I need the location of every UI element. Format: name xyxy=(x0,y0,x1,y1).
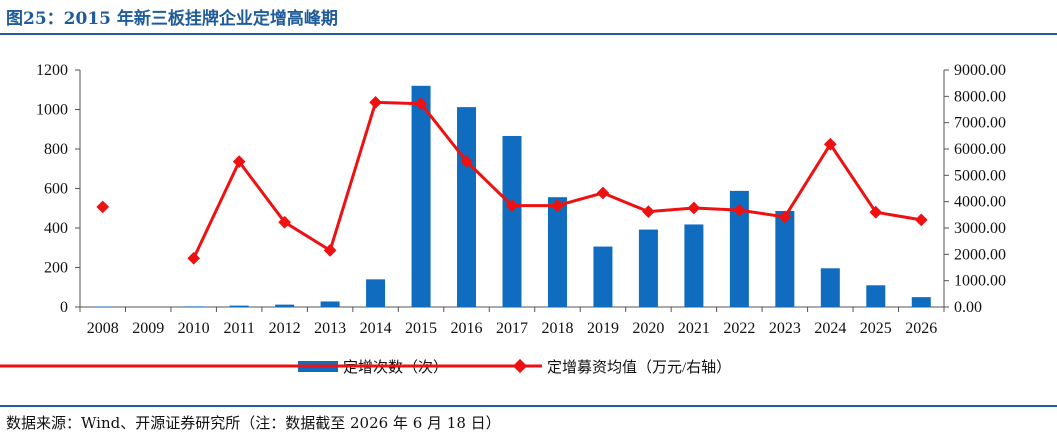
left-tick-label: 0 xyxy=(60,299,68,316)
source-note: 数据来源：Wind、开源证券研究所（注：数据截至 2026 年 6 月 18 日… xyxy=(6,414,501,432)
bottom-divider xyxy=(0,405,1057,407)
bar xyxy=(229,305,249,307)
x-tick-label: 2022 xyxy=(723,320,755,337)
right-tick-label: 0.00 xyxy=(954,299,982,316)
left-tick-label: 200 xyxy=(44,260,68,277)
bar xyxy=(547,197,567,307)
line-point xyxy=(369,96,382,109)
combo-chart: 0 200 400 600 800 1000 1200 0.00 1000.00 2000.00 3… xyxy=(0,62,1006,376)
left-tick-label: 600 xyxy=(44,181,68,198)
right-tick-label: 5000.00 xyxy=(954,167,1006,184)
right-tick-label: 7000.00 xyxy=(954,115,1006,132)
x-tick-label: 2016 xyxy=(451,320,483,337)
axes: 0 200 400 600 800 1000 1200 0.00 1000.00 2000.00 3… xyxy=(36,62,1006,337)
bar xyxy=(775,211,795,307)
line-point xyxy=(687,201,701,215)
left-tick-label: 1000 xyxy=(36,102,68,119)
x-tick-label: 2017 xyxy=(496,320,528,337)
legend: 定增次数（次） 定增募资均值（万元/右轴） xyxy=(0,358,731,376)
right-tick-label: 4000.00 xyxy=(954,194,1006,211)
bar xyxy=(684,224,704,307)
line-point xyxy=(232,155,246,169)
right-tick-label: 9000.00 xyxy=(954,62,1006,79)
bar xyxy=(911,297,931,307)
left-tick-label: 400 xyxy=(44,220,68,237)
line-point xyxy=(460,155,473,168)
bar xyxy=(366,279,386,307)
top-divider xyxy=(0,33,1057,35)
x-tick-label: 2021 xyxy=(678,320,710,337)
legend-line-label: 定增募资均值（万元/右轴） xyxy=(547,359,731,376)
left-tick-label: 1200 xyxy=(36,62,68,79)
x-tick-label: 2012 xyxy=(269,320,301,337)
legend-line-marker xyxy=(512,358,528,374)
x-tick-label: 2026 xyxy=(905,320,937,337)
bar xyxy=(729,190,749,307)
bar xyxy=(457,107,477,307)
x-tick-label: 2023 xyxy=(769,320,801,337)
bar xyxy=(275,304,295,307)
chart-title: 图25：2015 年新三板挂牌企业定增高峰期 xyxy=(6,9,338,29)
line-point xyxy=(414,97,428,111)
line-point xyxy=(323,244,337,257)
x-tick-label: 2008 xyxy=(87,320,119,337)
right-tick-label: 6000.00 xyxy=(954,141,1006,158)
bar xyxy=(184,306,204,307)
bar xyxy=(820,268,840,307)
x-tick-label: 2019 xyxy=(587,320,619,337)
x-tick-label: 2010 xyxy=(178,320,210,337)
right-tick-label: 3000.00 xyxy=(954,220,1006,237)
x-tick-label: 2018 xyxy=(541,320,573,337)
bar xyxy=(638,229,658,307)
bar xyxy=(866,285,886,307)
bar xyxy=(593,246,613,307)
x-tick-label: 2009 xyxy=(132,320,164,337)
x-tick-label: 2024 xyxy=(814,320,846,337)
line-point xyxy=(596,186,610,200)
left-tick-label: 800 xyxy=(44,141,68,158)
line-point xyxy=(642,205,655,219)
right-tick-label: 8000.00 xyxy=(954,88,1006,105)
x-tick-label: 2013 xyxy=(314,320,346,337)
x-tick-label: 2020 xyxy=(632,320,664,337)
line-point xyxy=(278,215,291,229)
bar-series xyxy=(93,85,931,307)
right-tick-label: 2000.00 xyxy=(954,246,1006,263)
right-tick-label: 1000.00 xyxy=(954,273,1006,290)
line-point xyxy=(96,200,110,214)
line-point xyxy=(914,213,928,227)
x-tick-label: 2014 xyxy=(360,320,392,337)
bar xyxy=(502,135,522,307)
line-point xyxy=(187,251,201,265)
bar xyxy=(411,85,431,307)
bar xyxy=(320,301,340,307)
x-tick-label: 2015 xyxy=(405,320,437,337)
x-tick-label: 2025 xyxy=(860,320,892,337)
x-tick-label: 2011 xyxy=(223,320,254,337)
